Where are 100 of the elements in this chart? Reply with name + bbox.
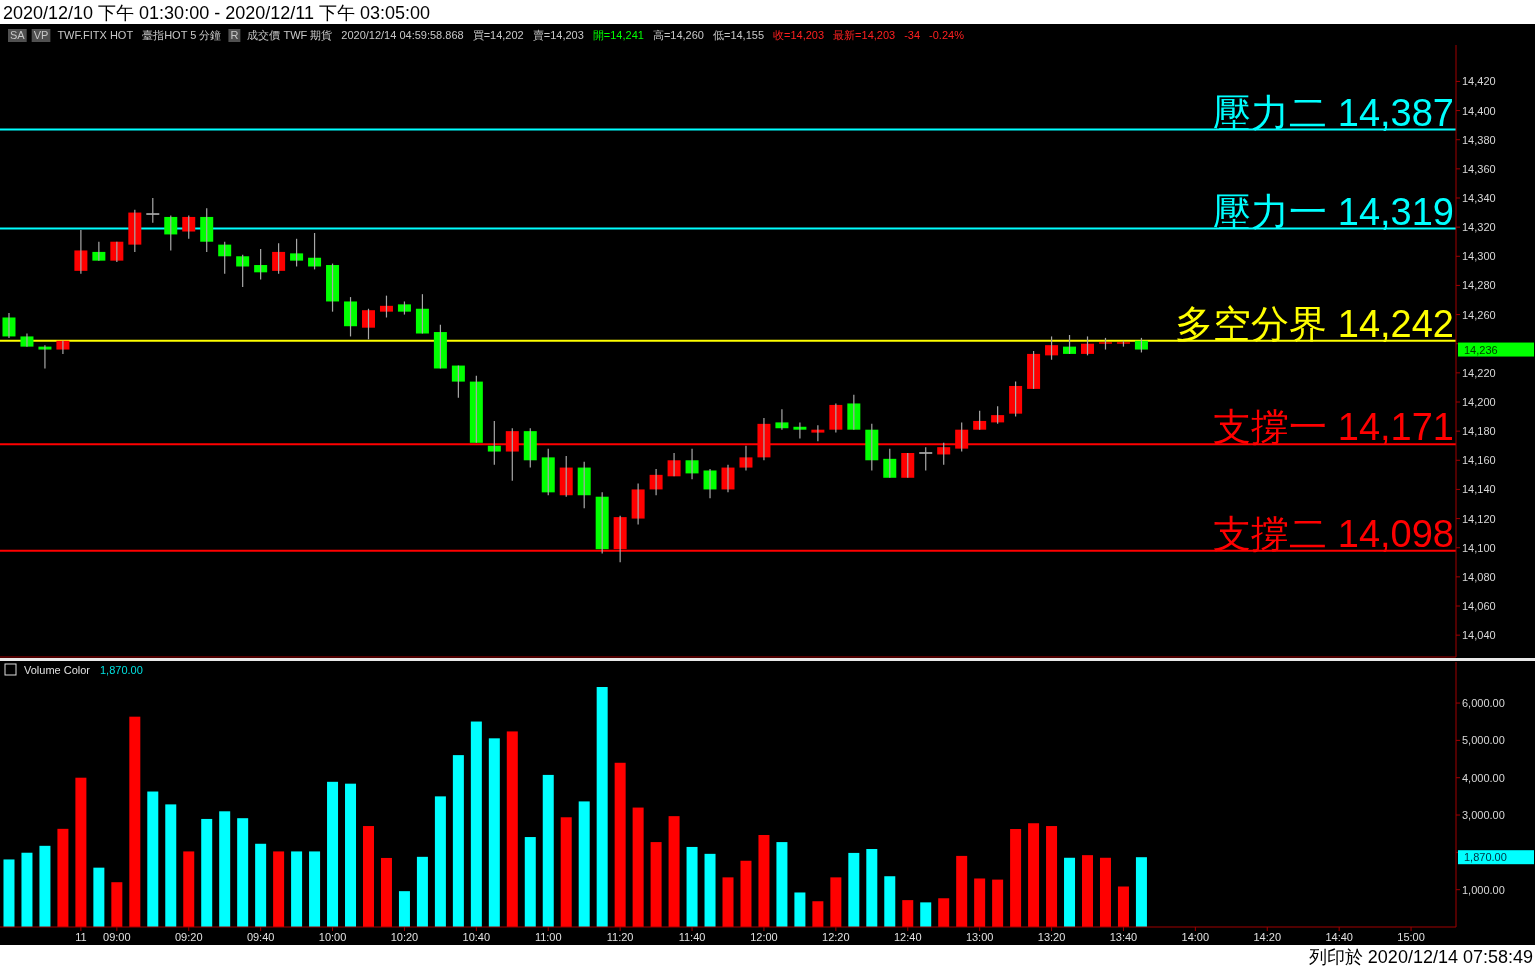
bar	[1046, 826, 1058, 927]
text: 開=14,241	[592, 29, 644, 41]
bar	[542, 774, 554, 927]
x-tick-label: 11:00	[534, 931, 562, 943]
bar	[902, 900, 914, 927]
x-tick-label: 12:00	[750, 931, 778, 943]
bar	[291, 851, 303, 927]
bar	[57, 828, 69, 927]
y-tick-label: 5,000.00	[1462, 734, 1505, 747]
bar	[974, 878, 986, 927]
y-tick-label: 6,000.00	[1462, 697, 1505, 710]
bar	[1028, 823, 1040, 927]
bar	[147, 791, 159, 927]
bar	[794, 892, 806, 927]
text: 收=14,203	[773, 29, 825, 41]
y-tick-label: 14,200	[1462, 396, 1496, 408]
bar	[39, 845, 51, 927]
text: 臺指HOT 5 分鐘	[142, 29, 222, 41]
annotation: 1,870.00	[100, 664, 143, 676]
x-tick-label: 15:00	[1397, 931, 1425, 943]
ref-line-label: 支撐一 14,171	[1213, 406, 1454, 449]
bar	[21, 852, 33, 927]
bar	[506, 731, 518, 927]
y-tick-label: 14,360	[1462, 162, 1496, 175]
annotation: Volume Color	[24, 664, 91, 676]
x-tick-label: 13:00	[965, 931, 994, 943]
bar	[416, 856, 428, 927]
x-tick-label: 13:40	[1109, 931, 1138, 943]
bar	[273, 851, 285, 927]
text: -0.24%	[929, 29, 965, 41]
bar	[488, 738, 500, 927]
y-tick-label: 4,000.00	[1462, 771, 1505, 784]
bar	[219, 811, 231, 927]
bar	[345, 783, 357, 927]
bar	[3, 859, 15, 927]
bar	[722, 877, 734, 927]
bar	[1064, 857, 1076, 927]
bar	[237, 818, 249, 927]
x-tick-label: 11	[75, 931, 87, 943]
bar	[434, 796, 446, 927]
bar	[1099, 857, 1111, 927]
bar	[650, 842, 662, 927]
bar	[938, 898, 950, 927]
y-tick-label: 14,320	[1462, 221, 1496, 234]
bar	[1082, 855, 1094, 927]
y-tick-label: 1,000.00	[1462, 883, 1505, 896]
bar	[129, 716, 141, 927]
bar	[740, 860, 752, 927]
y-tick-label: 14,100	[1462, 541, 1496, 554]
bar	[668, 816, 680, 927]
text: 14,236	[1464, 343, 1498, 356]
text: VP	[33, 29, 49, 41]
bar	[452, 755, 464, 927]
text: 買=14,202	[472, 29, 524, 41]
y-tick-label: 14,300	[1462, 250, 1496, 263]
text: 最新=14,203	[833, 29, 896, 41]
bar	[812, 901, 824, 927]
x-tick-label: 12:20	[822, 931, 850, 943]
text: 成交價 TWF 期貨	[247, 29, 333, 41]
bar	[201, 818, 213, 927]
ref-line-label: 支撐二 14,098	[1213, 512, 1454, 555]
y-tick-label: 14,120	[1462, 512, 1496, 525]
y-tick-label: 14,340	[1462, 192, 1496, 204]
text: 高=14,260	[652, 29, 704, 41]
x-tick-label: 12:40	[893, 931, 922, 943]
text: 低=14,155	[712, 29, 765, 41]
x-tick-label: 14:20	[1253, 931, 1282, 943]
ref-line-label: 多空分界 14,242	[1175, 302, 1454, 345]
x-tick-label: 09:00	[103, 931, 131, 943]
bar	[183, 851, 195, 927]
bar	[848, 852, 860, 927]
x-tick-label: 10:40	[462, 931, 491, 943]
bar	[776, 842, 788, 927]
bar	[830, 877, 842, 927]
y-tick-label: 14,040	[1462, 629, 1496, 642]
bar	[165, 804, 177, 927]
bar	[686, 846, 698, 927]
y-tick-label: 14,140	[1462, 483, 1496, 496]
text: -34	[904, 29, 921, 41]
x-tick-label: 13:20	[1037, 931, 1066, 943]
bar	[327, 781, 339, 927]
y-tick-label: 14,180	[1462, 425, 1496, 438]
x-tick-label: 10:20	[390, 931, 419, 943]
bar	[866, 848, 878, 927]
y-tick-label: 14,220	[1462, 366, 1496, 379]
y-tick-label: 14,160	[1462, 454, 1496, 467]
bar	[578, 801, 590, 927]
bar	[920, 902, 932, 927]
y-tick-label: 14,060	[1462, 600, 1496, 612]
y-tick-label: 3,000.00	[1462, 809, 1505, 822]
bar	[524, 837, 536, 927]
bar	[380, 857, 392, 927]
y-tick-label: 14,280	[1462, 279, 1496, 292]
text: TWF.FITX HOT	[57, 29, 134, 41]
bar	[75, 777, 87, 927]
text: 1,870.00	[1464, 851, 1507, 864]
text: 賣=14,203	[532, 29, 584, 41]
bar	[632, 807, 644, 927]
bar	[398, 891, 410, 927]
bar	[309, 851, 321, 927]
